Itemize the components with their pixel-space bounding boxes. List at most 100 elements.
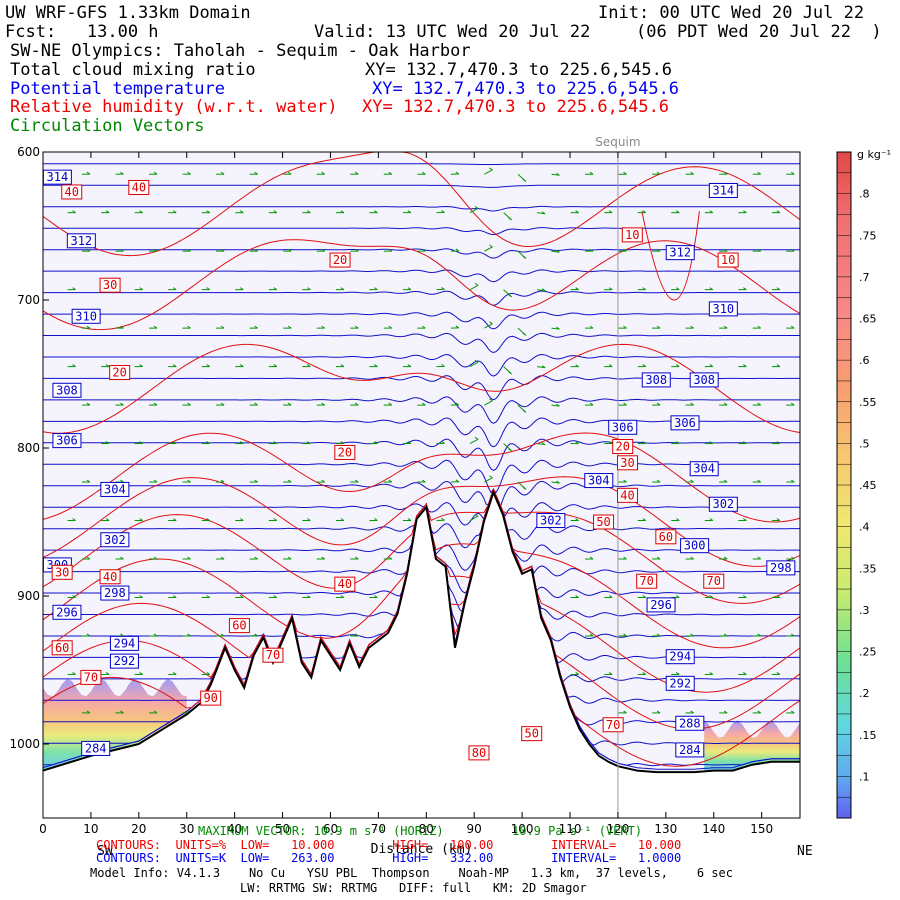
wind-vector-head (105, 672, 110, 675)
x-tick-label: 20 (131, 822, 146, 836)
wind-vector-head (776, 364, 781, 368)
theta-label-box (100, 585, 130, 601)
wind-vector-head (790, 633, 795, 637)
wind-vector-head (422, 248, 426, 252)
x-tick-label: 140 (702, 822, 725, 836)
wind-vector-head (690, 325, 694, 329)
wind-vector-head (608, 441, 613, 444)
x-tick-label: 90 (467, 822, 482, 836)
valid-time-local: (06 PDT Wed 20 Jul 22 ) (636, 22, 882, 42)
wind-vector-head (656, 171, 661, 175)
wind-vector-head (522, 332, 527, 336)
cloud-region-0 (43, 678, 187, 771)
wind-vector-head (206, 441, 210, 444)
wind-vector-head (441, 210, 445, 213)
wind-vector-head (407, 287, 412, 291)
wind-vector-head (172, 595, 177, 598)
rh-label-box (51, 640, 73, 656)
wind-vector-head (206, 287, 210, 291)
sw-end-label: SW (97, 844, 113, 859)
wind-vector-head (153, 633, 158, 637)
theta-label-box (665, 649, 695, 665)
theta-label-box (52, 433, 82, 449)
wind-vector-head (623, 479, 627, 483)
wind-vector-head (642, 595, 646, 598)
wind-vector-head (608, 672, 613, 675)
wind-vector-head (220, 633, 225, 637)
x-tick-label: 150 (750, 822, 773, 836)
wind-vector-head (623, 633, 627, 637)
wind-vector-head (675, 518, 680, 521)
wind-vector-head (307, 287, 311, 291)
field-rh-xy: XY= 132.7,470.3 to 225.6,545.6 (362, 97, 670, 117)
wind-vector-head (254, 556, 258, 560)
theta-label-box (708, 496, 738, 512)
rh-label: 70 (707, 574, 721, 588)
wind-vector-head (374, 287, 378, 291)
x-tick-label: 100 (511, 822, 534, 836)
wind-vector-head (522, 179, 527, 182)
wind-vector-head (757, 710, 761, 714)
wind-vector-head (709, 518, 714, 521)
wind-vector-head (489, 167, 493, 171)
theta-label-box (608, 419, 638, 435)
wind-vector-head (422, 479, 426, 483)
wind-vector-head (757, 171, 761, 175)
wind-vector-head (675, 595, 680, 598)
wind-vector-head (723, 248, 728, 252)
rh-label-box (200, 690, 222, 706)
rh-contour-line (42, 487, 801, 767)
wind-vector-head (354, 402, 359, 406)
colorbar-tick-label: .5 (859, 437, 870, 450)
theta-label-box (66, 233, 96, 249)
wind-vector-head (120, 402, 124, 406)
init-time: Init: 00 UTC Wed 20 Jul 22 (598, 3, 865, 23)
wind-vector-head (287, 325, 292, 329)
wind-vector-head (354, 171, 359, 175)
x-tick-label: 70 (371, 822, 386, 836)
wind-vector-head (187, 479, 191, 483)
rh-label-box (593, 514, 615, 530)
wind-vector-head (139, 441, 143, 444)
theta-label-box (689, 461, 719, 477)
wind-vector-head (743, 287, 747, 291)
wind-vector-head (757, 325, 761, 329)
rh-label: 60 (659, 530, 673, 544)
rh-label-box (521, 726, 543, 742)
theta-label-box (584, 473, 614, 489)
wind-vector-head (388, 171, 393, 175)
wind-vector-head (757, 479, 761, 483)
theta-label-box (665, 245, 695, 261)
wind-vector-head (690, 171, 694, 175)
theta-label-box (675, 715, 705, 731)
terrain-outline (42, 489, 800, 774)
wind-vector-head (522, 409, 527, 413)
colorbar-tick-label: .45 (859, 479, 877, 492)
wind-vector-head (656, 402, 661, 406)
wind-vector-head (474, 205, 479, 209)
field-theta-name: Potential temperature (10, 79, 225, 99)
rh-label: 50 (524, 727, 538, 741)
wind-vector-head (556, 480, 560, 484)
wind-vector-head (441, 287, 445, 290)
rh-label: 50 (596, 515, 610, 529)
wind-vector-head (656, 556, 661, 560)
theta-contour-line (43, 353, 800, 377)
wind-vector-head (139, 672, 143, 675)
wind-vector-head (723, 325, 728, 329)
wind-vector-head (187, 325, 191, 329)
wind-vector-head (354, 556, 359, 560)
wind-vector-head (254, 633, 258, 637)
theta-label: 306 (674, 416, 696, 430)
rh-label-box (617, 455, 639, 471)
theta-label: 284 (679, 743, 701, 757)
theta-label: 314 (47, 170, 69, 184)
wind-vector-head (86, 248, 91, 252)
wind-vector-head (307, 518, 311, 521)
wind-vector-head (723, 402, 728, 406)
wind-vector-head (273, 518, 278, 521)
wind-vector-head (541, 288, 546, 292)
theta-label-box (100, 532, 130, 548)
wind-vector-head (675, 210, 680, 214)
wind-vector-head (441, 517, 445, 521)
